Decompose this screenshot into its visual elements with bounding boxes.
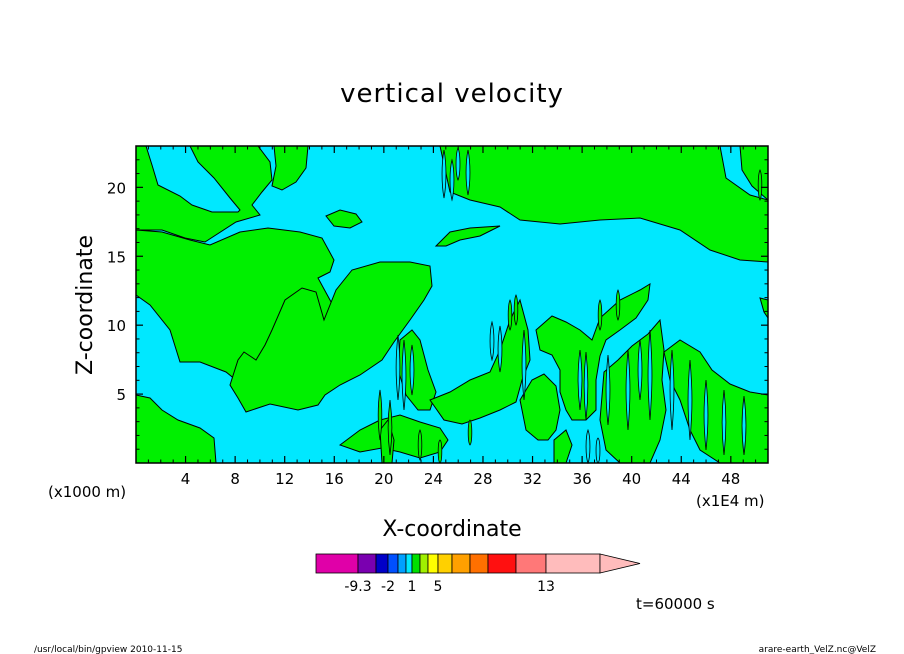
negative-streak [647,329,653,421]
negative-streak [669,349,675,431]
x-tick-label: 8 [230,470,240,488]
x-axis-label: X-coordinate [382,517,521,542]
colorbar-arrow [599,553,641,574]
x-tick-label: 16 [325,470,344,488]
colorbar-swatch [487,553,517,574]
negative-streak [585,428,591,465]
colorbar-swatch [387,553,399,574]
plot-area [135,145,769,465]
y-tick-label: 5 [116,386,126,404]
colorbar-swatch [469,553,489,574]
negative-streak [703,379,709,451]
y-tick-label: 10 [107,317,126,335]
negative-streak [497,325,503,373]
negative-streak [605,354,611,426]
x-range-unit-label: (x1E4 m) [696,492,765,510]
positive-region [271,145,309,191]
chart-title: vertical velocity [340,79,564,109]
y-tick-label: 15 [107,248,126,266]
negative-streak [577,349,583,411]
field-regions [135,145,769,465]
colorbar-swatch [397,553,407,574]
negative-streak [583,351,589,421]
colorbar-label: 1 [408,579,417,595]
negative-streak [409,344,415,396]
colorbar-label: -2 [381,579,395,595]
colorbar-label: 13 [537,579,555,595]
negative-streak [721,389,727,456]
colorbar-label: -9.3 [344,579,371,595]
colorbar-swatch [357,553,377,574]
colorbar-swatch [437,553,453,574]
colorbar-swatch [411,553,421,574]
positive-region [325,209,363,229]
negative-streak [455,146,461,182]
footer-left: /usr/local/bin/gpview 2010-11-15 [34,645,182,654]
negative-streak [489,320,495,362]
positive-streak [437,439,443,464]
colorbar-swatch [419,553,429,574]
positive-streak [513,294,519,326]
positive-streak [597,299,603,331]
time-label: t=60000 s [636,595,715,613]
positive-region [553,429,573,464]
y-axis-label: Z-coordinate [73,235,98,375]
positive-streak [417,429,423,461]
x-tick-label: 32 [523,470,542,488]
y-tick-label: 20 [107,179,126,197]
y-axis: 5 10 15 20 [107,159,768,450]
colorbar-swatch [375,553,389,574]
negative-streak [395,334,401,401]
negative-streak [465,149,471,196]
negative-streak [401,339,407,411]
footer-right: arare-earth_VelZ.nc@VelZ [759,645,876,654]
x-tick-label: 4 [181,470,191,488]
negative-streak [441,149,447,199]
x-unit-label: (x1000 m) [48,483,126,501]
colorbar-swatch [315,553,359,574]
positive-streak [507,299,513,331]
positive-streak [467,419,473,446]
x-tick-label: 40 [622,470,641,488]
positive-region [434,225,501,247]
x-tick-label: 20 [374,470,393,488]
x-tick-label: 28 [473,470,492,488]
positive-streak [377,389,383,441]
colorbar-swatch [545,553,601,574]
positive-region [519,373,561,441]
positive-region [229,261,433,413]
x-tick-label: 24 [424,470,443,488]
negative-streak [625,349,631,431]
negative-streak [521,329,527,401]
positive-streak [615,289,621,321]
positive-streak [387,399,393,456]
plot-frame [135,145,769,464]
colorbar-swatch [405,553,413,574]
negative-streak [687,359,693,441]
x-tick-label: 48 [721,470,740,488]
x-tick-label: 12 [275,470,294,488]
positive-region [535,283,651,421]
colorbar-label: 5 [434,579,443,595]
x-tick-label: 36 [573,470,592,488]
positive-region [372,145,769,263]
colorbar: -9.3 -2 1 5 13 [315,553,641,595]
negative-streak [637,339,643,401]
x-axis: 4 8 12 16 20 24 28 32 36 40 44 48 [147,146,757,488]
colorbar-swatch [515,553,547,574]
colorbar-swatch [427,553,439,574]
negative-streak [741,395,747,456]
negative-streak [595,437,601,464]
positive-streak [757,169,763,201]
negative-streak [449,158,455,202]
x-tick-label: 44 [672,470,691,488]
colorbar-swatch [451,553,471,574]
